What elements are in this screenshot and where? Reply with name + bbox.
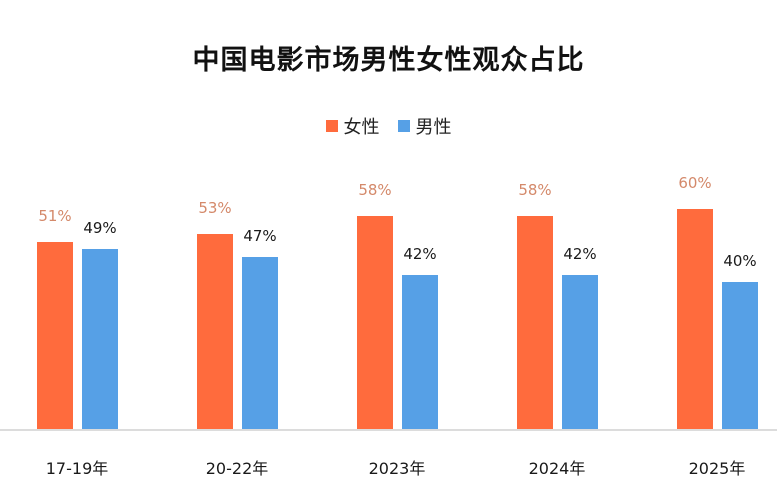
data-label-female: 58% — [518, 181, 552, 199]
data-label-male: 49% — [83, 219, 117, 237]
bar-female — [677, 209, 713, 429]
data-label-male: 42% — [403, 245, 437, 263]
data-label-male: 40% — [723, 252, 757, 270]
bar-male — [562, 275, 598, 429]
bar-male — [402, 275, 438, 429]
x-tick-label: 2024年 — [528, 459, 586, 478]
legend-swatch-male — [397, 120, 410, 132]
bar-female — [357, 216, 393, 429]
x-tick-label: 17-19年 — [45, 459, 109, 478]
data-label-female: 60% — [678, 174, 712, 192]
bar-male — [722, 282, 758, 429]
data-label-female: 53% — [198, 199, 232, 217]
x-tick-label: 2025年 — [688, 459, 746, 478]
bar-female — [37, 242, 73, 429]
legend-item-male: 男性 — [397, 113, 452, 139]
legend-item-female: 女性 — [325, 113, 380, 139]
legend-label-female: 女性 — [343, 117, 380, 138]
bar-male — [242, 257, 278, 429]
bar-male — [82, 249, 118, 429]
data-label-male: 42% — [563, 245, 597, 263]
bar-female — [517, 216, 553, 429]
chart-title: 中国电影市场男性女性观众占比 — [192, 45, 585, 76]
bar-female — [197, 234, 233, 429]
legend-label-male: 男性 — [415, 117, 452, 138]
legend: 女性 男性 — [0, 113, 777, 139]
data-label-female: 58% — [358, 181, 392, 199]
legend-swatch-female — [325, 120, 338, 132]
x-tick-label: 20-22年 — [205, 459, 269, 478]
data-label-male: 47% — [243, 227, 277, 245]
data-label-female: 51% — [38, 207, 72, 225]
x-tick-label: 2023年 — [368, 459, 426, 478]
x-axis-line — [0, 429, 777, 431]
